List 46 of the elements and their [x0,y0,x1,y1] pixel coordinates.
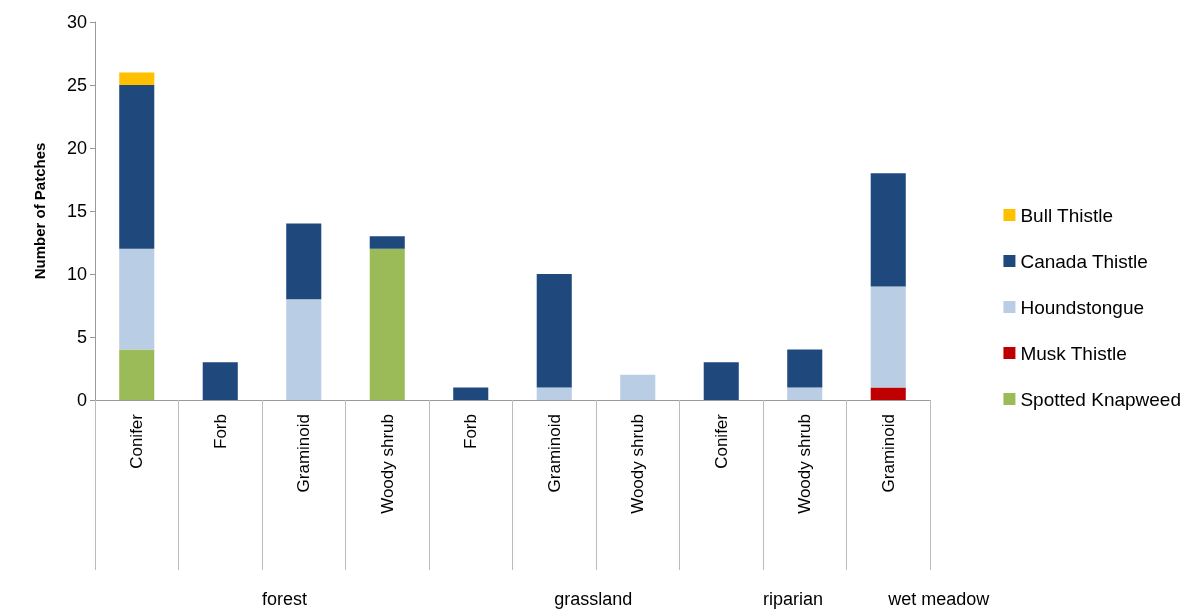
x-tick-label: Woody shrub [795,414,815,514]
text: forest [262,589,308,609]
legend-label: Canada Thistle [1020,250,1148,272]
x-tick-label: Graminoid [294,414,314,493]
y-tick-label: 5 [76,327,87,347]
y-tick-label: 30 [66,12,87,32]
y-tick-label: 10 [66,264,87,284]
bar [119,85,155,249]
text: wet meadow [887,589,991,609]
x-tick-label: Graminoid [544,414,564,493]
bar [536,274,572,388]
bar [286,223,322,300]
text: riparian [763,589,824,609]
text: grassland [554,589,633,609]
legend-label: Houndstongue [1020,296,1145,318]
x-tick-label: Woody shrub [377,414,397,514]
legend-label: Musk Thistle [1020,342,1127,364]
y-tick-label: 0 [76,390,87,410]
y-axis-title: Number of Patches [31,142,48,280]
legend-label: Bull Thistle [1020,204,1114,226]
y-tick-label: 25 [66,75,87,95]
bar [870,286,906,388]
x-tick-label: Forb [461,414,481,449]
x-tick-label: Conifer [711,413,731,469]
x-tick-label: Forb [210,414,230,449]
bar [202,362,238,400]
bar [119,349,155,400]
bar [787,349,823,388]
bar [703,362,739,400]
bar [870,387,906,400]
bar [453,387,489,400]
bar [369,236,405,249]
y-tick-label: 15 [66,201,87,221]
y-tick-label: 20 [66,138,87,158]
x-tick-label: Graminoid [878,414,898,493]
bar [286,299,322,400]
bar [787,387,823,400]
bar [870,173,906,287]
bar [369,248,405,400]
x-tick-label: Conifer [127,413,147,469]
bar [119,72,155,85]
legend-label: Spotted Knapweed [1020,388,1182,410]
x-tick-label: Woody shrub [628,414,648,514]
bar [119,248,155,350]
bar [620,374,656,400]
bar [536,387,572,400]
